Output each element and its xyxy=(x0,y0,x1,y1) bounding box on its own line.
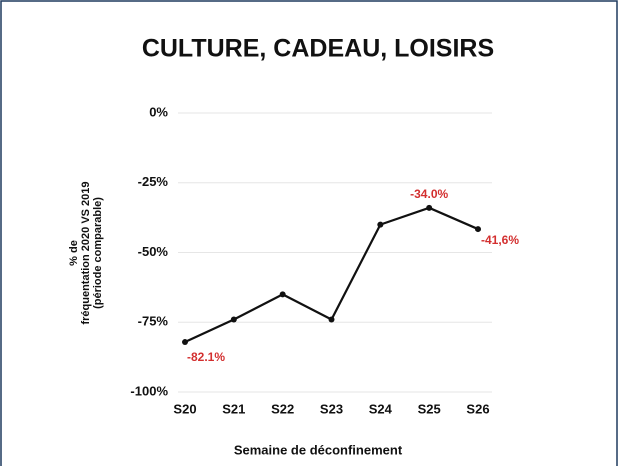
y-axis-label-line: fréquentation 2020 VS 2019 xyxy=(80,181,92,324)
y-tick-label: -75% xyxy=(138,314,169,329)
x-tick-label: S21 xyxy=(222,401,245,416)
y-axis-label-line: % de xyxy=(68,240,80,266)
x-axis-label: Semaine de déconfinement xyxy=(234,442,403,457)
point xyxy=(182,339,188,346)
x-tick-label: S25 xyxy=(418,401,441,416)
point xyxy=(475,226,481,233)
y-tick-label: -25% xyxy=(138,174,169,189)
point xyxy=(377,221,384,228)
y-tick-label: 0% xyxy=(149,104,168,119)
y-tick-label: -50% xyxy=(138,244,169,259)
y-axis-label: % de fréquentation 2020 VS 2019 (période c… xyxy=(68,181,104,324)
x-tick-label: S24 xyxy=(369,401,393,416)
x-tick-label: S20 xyxy=(173,401,196,416)
chart-title: CULTURE, CADEAU, LOISIRS xyxy=(142,35,494,63)
x-tick-label: S23 xyxy=(320,401,343,416)
y-axis-label-line: (période comparable) xyxy=(92,197,104,309)
point xyxy=(230,316,237,323)
y-tick-label: -100% xyxy=(130,383,168,398)
x-tick-label: S26 xyxy=(466,401,489,416)
data-label: -41,6% xyxy=(481,233,519,247)
point xyxy=(328,316,335,323)
data-label: -34.0% xyxy=(410,187,448,201)
point xyxy=(279,291,286,298)
data-label: -82.1% xyxy=(187,350,225,364)
point xyxy=(426,204,433,211)
x-tick-label: S22 xyxy=(271,401,294,416)
